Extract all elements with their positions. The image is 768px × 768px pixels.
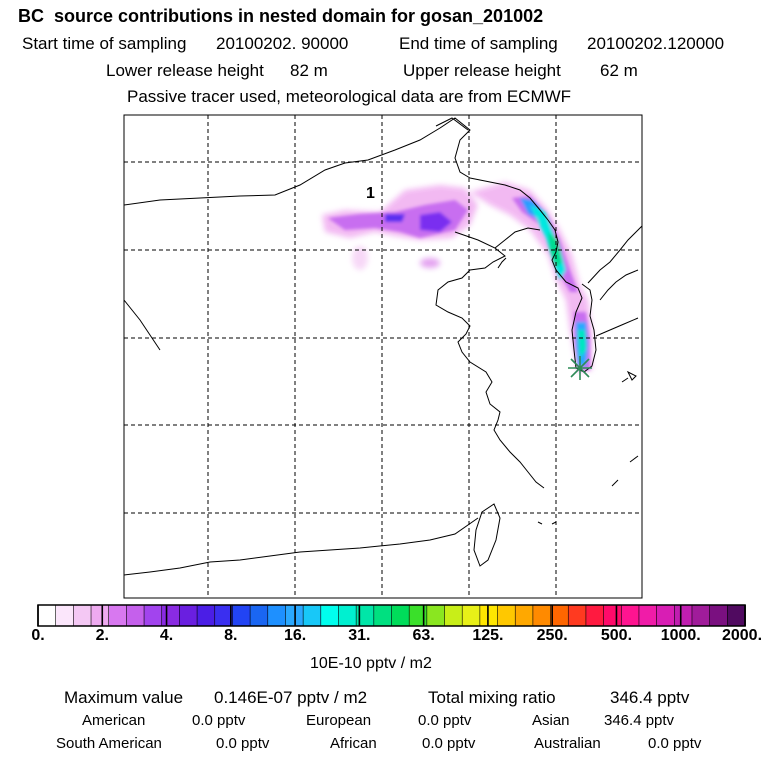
colorbar-swatch <box>108 604 128 627</box>
colorbar-swatch <box>143 604 163 627</box>
asian-label: Asian <box>532 712 570 729</box>
colorbar-swatch <box>196 604 216 627</box>
colorbar-swatch <box>391 604 410 627</box>
colorbar-tick-label: 0. <box>31 627 45 644</box>
colorbar-swatch <box>514 604 534 627</box>
colorbar <box>37 604 746 627</box>
colorbar-swatch <box>620 604 640 627</box>
upper-release-label: Upper release height <box>403 61 561 80</box>
colorbar-tick-label: 8. <box>224 627 238 644</box>
colorbar-swatch <box>691 604 711 627</box>
colorbar-swatch <box>656 604 676 627</box>
colorbar-swatch <box>603 604 623 627</box>
colorbar-tick-label: 2. <box>95 627 109 644</box>
colorbar-swatch <box>232 604 251 627</box>
south-american-value: 0.0 pptv <box>216 735 270 752</box>
end-time-label: End time of sampling <box>399 34 558 53</box>
colorbar-tick-label: 4. <box>159 627 174 644</box>
asian-value: 346.4 pptv <box>604 712 675 729</box>
total-mixing-value: 346.4 pptv <box>610 688 690 707</box>
colorbar-swatch <box>90 604 110 627</box>
concentration-plume <box>322 182 592 372</box>
colorbar-swatch <box>673 604 693 627</box>
colorbar-tick-label: 16. <box>283 627 307 644</box>
colorbar-swatch <box>426 604 446 627</box>
colorbar-swatch <box>444 604 463 627</box>
colorbar-border <box>37 604 746 627</box>
colorbar-unit: 10E-10 pptv / m2 <box>310 655 432 672</box>
receptor-star-marker <box>568 356 592 380</box>
colorbar-swatch <box>497 604 517 627</box>
start-time-value: 20100202. 90000 <box>216 34 349 53</box>
colorbar-swatch <box>727 604 746 627</box>
tracer-note: Passive tracer used, meteorological data… <box>127 87 572 106</box>
lower-release-value: 82 m <box>290 61 328 80</box>
colorbar-swatch <box>126 604 145 627</box>
colorbar-swatch <box>461 604 481 627</box>
colorbar-swatch <box>55 604 75 627</box>
colorbar-swatch <box>338 604 357 627</box>
american-value: 0.0 pptv <box>192 712 246 729</box>
colorbar-swatch <box>73 604 92 627</box>
lower-release-label: Lower release height <box>106 61 264 80</box>
south-american-label: South American <box>56 735 162 752</box>
colorbar-swatch <box>179 604 198 627</box>
max-value-label: Maximum value <box>64 688 184 707</box>
start-time-label: Start time of sampling <box>22 34 187 53</box>
colorbar-tick-label: 31. <box>348 627 371 644</box>
colorbar-tick-label: 250. <box>536 627 568 644</box>
map-frame <box>123 114 643 599</box>
colorbar-tick-label: 500. <box>600 627 633 644</box>
colorbar-swatch <box>37 604 57 627</box>
colorbar-swatch <box>267 604 287 627</box>
colorbar-swatch <box>585 604 605 627</box>
colorbar-swatch <box>532 604 552 627</box>
colorbar-swatch <box>550 604 570 627</box>
upper-release-value: 62 m <box>600 61 638 80</box>
colorbar-swatch <box>161 604 181 627</box>
colorbar-swatch <box>479 604 499 627</box>
colorbar-tick-label: 125. <box>472 627 504 644</box>
colorbar-swatch <box>320 604 340 627</box>
colorbar-tick-label: 1000. <box>660 627 701 644</box>
plot-title: BC source contributions in nested domain… <box>18 6 544 26</box>
colorbar-tick-label: 2000. <box>721 627 763 644</box>
european-value: 0.0 pptv <box>418 712 472 729</box>
gridlines <box>124 115 642 598</box>
colorbar-swatch <box>567 604 587 627</box>
colorbar-swatch <box>709 604 729 627</box>
region-marker-label: 1 <box>366 185 375 202</box>
total-mixing-label: Total mixing ratio <box>428 688 556 707</box>
colorbar-swatch <box>302 604 322 627</box>
colorbar-tick-label: 63. <box>412 627 435 644</box>
african-label: African <box>330 735 377 752</box>
european-label: European <box>306 712 372 729</box>
african-value: 0.0 pptv <box>422 735 476 752</box>
coastline <box>124 117 642 576</box>
colorbar-swatch <box>638 604 658 627</box>
colorbar-swatch <box>373 604 393 627</box>
australian-value: 0.0 pptv <box>648 735 702 752</box>
colorbar-swatch <box>408 604 428 627</box>
colorbar-swatch <box>249 604 269 627</box>
end-time-value: 20100202.120000 <box>587 34 725 53</box>
australian-label: Australian <box>534 735 601 752</box>
max-value: 0.146E-07 pptv / m2 <box>214 688 368 707</box>
american-label: American <box>82 712 146 729</box>
